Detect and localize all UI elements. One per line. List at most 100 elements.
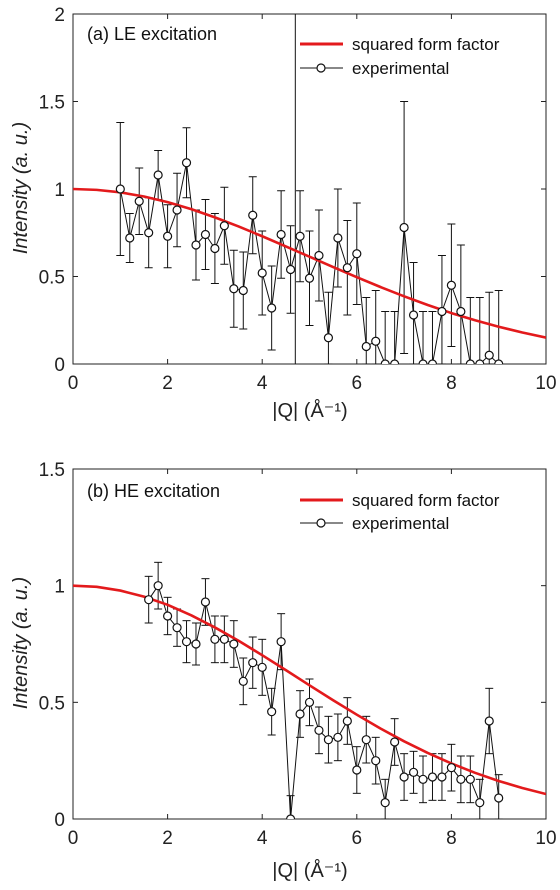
panel-a-data-point [456, 306, 466, 317]
panel-a-data-point [115, 184, 125, 194]
panel-a-data-point [427, 359, 438, 364]
panel-a-data-point [210, 243, 220, 254]
panel-b-data-point [191, 639, 201, 649]
panel-b-x-tick-label: 10 [535, 828, 556, 849]
panel-a-data-point [191, 240, 201, 250]
panel-b-data-point [200, 597, 211, 607]
panel-a-x-tick-label: 6 [352, 373, 363, 394]
panel-b-data-point [352, 765, 362, 775]
panel-a-x-tick-label: 4 [257, 373, 268, 394]
panel-a-data-point [408, 310, 419, 320]
panel-a-legend: squared form factor experimental [300, 35, 500, 78]
panel-b-data-point [172, 623, 182, 633]
legend-experimental-label: experimental [352, 59, 449, 78]
panel-b-plot-area [73, 561, 546, 819]
panel-a-label: (a) [87, 24, 109, 44]
legend-experimental-marker [316, 518, 326, 528]
panel-a-data-point [333, 233, 343, 243]
panel-a-data-point [352, 249, 362, 259]
panel-b-data-point [314, 725, 324, 735]
panel-a-data-point [304, 273, 315, 283]
panel-a-ylabel: Intensity (a. u.) [10, 122, 32, 254]
panel-b-label: (b) [87, 481, 109, 501]
panel-b-data-point [248, 658, 258, 668]
panel-b-x-tick-label: 4 [257, 828, 268, 849]
panel-b-data-point [390, 737, 400, 747]
panel-a-data-point [238, 285, 248, 296]
panel-a-data-point [219, 221, 229, 231]
panel-b-data-point [371, 756, 381, 766]
panel-b-data-point [475, 798, 485, 808]
panel-a-data-point [172, 205, 182, 215]
panel-a-data-point [475, 359, 485, 364]
panel-b-data-point [238, 676, 248, 686]
panel-a-data-point [494, 359, 504, 364]
panel-b-data-point [333, 732, 343, 742]
legend-experimental-marker [316, 63, 326, 73]
panel-b-y-tick-label: 0 [54, 810, 65, 831]
panel-a-data-point [229, 284, 239, 294]
panel-b-data-point [153, 581, 163, 591]
panel-b-data-point [295, 709, 305, 719]
panel-b-x-tick-label: 8 [446, 828, 457, 849]
panel-a-data-point [267, 303, 277, 313]
panel-b-data-point [323, 735, 334, 745]
panel-a-x-tick-label: 0 [68, 373, 79, 394]
panel-b-data-point [257, 662, 267, 672]
panel-a-form-factor-curve [73, 187, 546, 339]
panel-a-plot-area [73, 14, 546, 364]
panel-b-data-point [456, 774, 466, 784]
panel-a-data-point [380, 359, 390, 364]
panel-b-data-point [342, 716, 352, 726]
panel-a-data-point [437, 306, 447, 317]
panel-a-data-point [144, 228, 154, 238]
panel-b-data-point [210, 634, 220, 644]
panel-a-data-point [276, 229, 286, 240]
panel-a-data-point [399, 222, 409, 233]
panel-b-y-tick-label: 1 [54, 577, 65, 598]
panel-b-y-tick-label: 0.5 [39, 693, 65, 714]
legend-experimental-label: experimental [352, 514, 449, 533]
panel-a-y-tick-label: 2 [54, 5, 65, 26]
panel-b-xlabel: |Q| (Å⁻¹) [272, 859, 347, 882]
panel-b-data-point [276, 637, 286, 647]
panel-a-data-point [446, 280, 456, 290]
panel-a-y-tick-label: 1 [54, 180, 65, 201]
panel-b-data-point [399, 772, 409, 782]
panel-a-data-point [285, 264, 296, 275]
panel-b-title: HE excitation [114, 481, 220, 501]
panel-b-axes-frame [72, 468, 547, 820]
panel-a-data-point [257, 268, 267, 278]
panel-a-title: LE excitation [114, 24, 217, 44]
panel-a-data-point [248, 210, 258, 220]
panel-b-legend: squared form factor experimental [300, 491, 500, 533]
panel-a-data-point [418, 359, 428, 364]
panel-b-data-point [144, 595, 154, 605]
panel-a-x-tick-label: 2 [162, 373, 173, 394]
panel-b-data-point [267, 707, 277, 717]
panel-a-y-tick-label: 0 [54, 355, 65, 376]
panel-b-data-point [361, 735, 371, 745]
panel-a-xlabel: |Q| (Å⁻¹) [272, 399, 347, 422]
panel-b-data-point [465, 774, 475, 784]
panel-b-data-point [446, 763, 456, 773]
panel-a-data-point [390, 359, 400, 364]
panel-b-data-point [408, 767, 419, 777]
panel-b-data-point [304, 697, 315, 707]
panel-b-chart: (b) HE excitation |Q| (Å⁻¹) Intensity (a… [10, 460, 557, 882]
panel-a-data-point [125, 233, 135, 243]
panel-b-x-tick-label: 2 [162, 828, 173, 849]
panel-a-x-tick-label: 8 [446, 373, 457, 394]
panel-a-data-point [163, 231, 173, 241]
legend-form-factor-label: squared form factor [352, 491, 500, 510]
panel-b-data-point [219, 634, 229, 644]
panel-b-ylabel: Intensity (a. u.) [10, 577, 32, 709]
panel-b-data-point [285, 814, 296, 819]
panel-a-data-point [342, 263, 352, 273]
legend-form-factor-label: squared form factor [352, 35, 500, 54]
panel-b-data-point [484, 716, 494, 726]
panel-b-data-point [418, 774, 428, 784]
panel-a-y-tick-label: 0.5 [39, 268, 65, 289]
panel-a-data-point [181, 158, 192, 168]
panel-a-data-point [200, 229, 211, 240]
